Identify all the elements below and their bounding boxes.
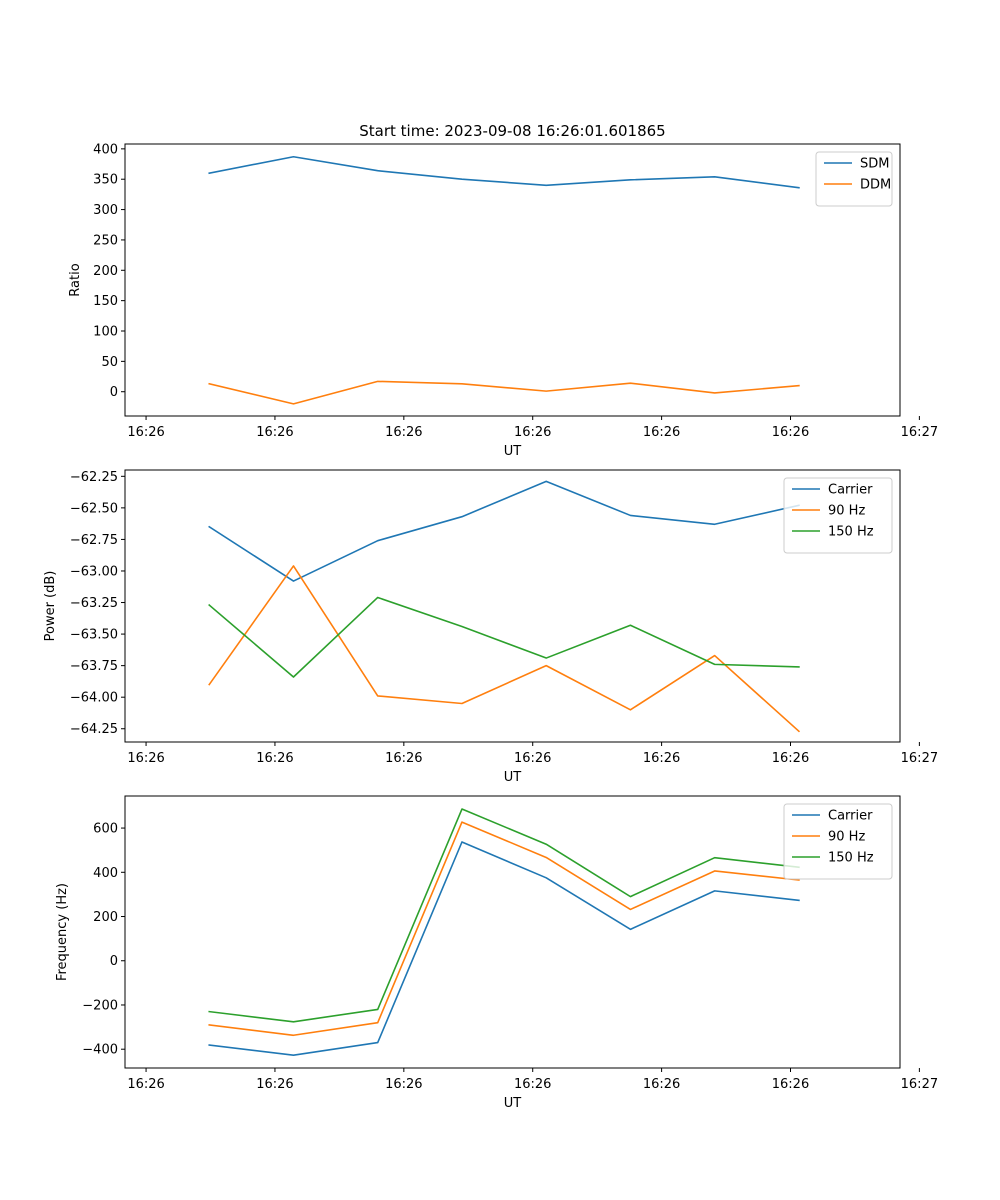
legend-box: [783, 803, 893, 880]
y-tick-label: 200: [93, 264, 118, 279]
legend-label: Carrier: [828, 483, 873, 498]
x-tick-label: 16:26: [385, 1077, 422, 1092]
series-line-carrier: [208, 841, 800, 1056]
y-tick-label: −64.00: [70, 691, 118, 706]
x-tick-label: 16:27: [901, 1077, 938, 1092]
y-tick-label: −200: [82, 998, 118, 1013]
y-tick-label: 50: [101, 355, 118, 370]
y-tick-label: 400: [93, 142, 118, 157]
y-tick-label: 600: [93, 822, 118, 837]
y-tick-label: 300: [93, 203, 118, 218]
series-group: [208, 480, 801, 733]
x-tick-label: 16:26: [514, 1077, 551, 1092]
legend-label: 90 Hz: [828, 504, 865, 519]
x-tick-label: 16:26: [256, 425, 293, 440]
y-axis-label: Ratio: [68, 263, 83, 296]
power-panel: Power (dB) UT −64.25−64.00−63.75−63.50−6…: [43, 469, 938, 785]
legend-label: 150 Hz: [828, 851, 874, 866]
series-line-150-hz: [208, 808, 800, 1023]
series-line-90-hz: [208, 821, 800, 1037]
y-tick-label: −64.25: [70, 722, 118, 737]
y-axis-ticks: −400 −200 0 200 400 600: [82, 822, 125, 1058]
plot-frame: [124, 469, 901, 743]
y-tick-label: −62.50: [70, 501, 118, 516]
x-tick-label: 16:26: [514, 425, 551, 440]
y-tick-label: 250: [93, 233, 118, 248]
legend: Carrier 90 Hz 150 Hz: [783, 477, 893, 554]
y-axis-ticks: 0 50 100 150 200 250 300 350 400: [93, 142, 125, 400]
x-tick-label: 16:26: [385, 751, 422, 766]
x-tick-label: 16:27: [901, 425, 938, 440]
x-axis-label: UT: [504, 1096, 522, 1111]
y-tick-label: 150: [93, 294, 118, 309]
x-tick-label: 16:26: [514, 751, 551, 766]
legend: SDM DDM: [815, 151, 893, 207]
x-tick-label: 16:26: [256, 1077, 293, 1092]
y-tick-label: −63.25: [70, 596, 118, 611]
x-tick-label: 16:26: [772, 1077, 809, 1092]
y-tick-label: 350: [93, 173, 118, 188]
x-tick-label: 16:26: [127, 425, 164, 440]
legend-label: Carrier: [828, 809, 873, 824]
x-tick-label: 16:26: [385, 425, 422, 440]
series-group: [208, 155, 800, 405]
y-tick-label: 0: [110, 385, 118, 400]
y-axis-ticks: −64.25 −64.00 −63.75 −63.50 −63.25 −63.00 −62.…: [70, 470, 125, 737]
series-group: [208, 808, 800, 1056]
y-tick-label: −62.25: [70, 470, 118, 485]
legend-box: [815, 151, 893, 207]
x-tick-label: 16:26: [127, 751, 164, 766]
x-axis-ticks: 16:26 16:26 16:26 16:26 16:26 16:26 16:27: [127, 1068, 938, 1092]
x-tick-label: 16:26: [772, 425, 809, 440]
legend-label: SDM: [860, 157, 889, 172]
legend-label: DDM: [860, 178, 891, 193]
x-axis-ticks: 16:26 16:26 16:26 16:26 16:26 16:26 16:27: [127, 416, 938, 440]
chart-title: Start time: 2023-09-08 16:26:01.601865: [359, 122, 665, 140]
plot-frame: [124, 795, 901, 1069]
series-line-150-hz: [208, 596, 800, 678]
x-tick-label: 16:26: [643, 425, 680, 440]
x-axis-ticks: 16:26 16:26 16:26 16:26 16:26 16:26 16:27: [127, 742, 938, 766]
x-tick-label: 16:27: [901, 751, 938, 766]
legend-label: 150 Hz: [828, 525, 874, 540]
frequency-panel: Frequency (Hz) UT −400 −200 0 200 400 600 16:…: [55, 795, 938, 1111]
series-line-sdm: [208, 155, 800, 189]
series-line-ddm: [208, 380, 800, 405]
y-tick-label: −63.50: [70, 628, 118, 643]
y-tick-label: 400: [93, 866, 118, 881]
x-tick-label: 16:26: [772, 751, 809, 766]
y-axis-label: Frequency (Hz): [55, 883, 70, 981]
y-axis-label: Power (dB): [43, 571, 58, 642]
y-tick-label: −63.00: [70, 564, 118, 579]
y-tick-label: −400: [82, 1043, 118, 1058]
plot-frame: [124, 143, 901, 417]
y-tick-label: 200: [93, 910, 118, 925]
legend-box: [783, 477, 893, 554]
x-axis-label: UT: [504, 444, 522, 459]
y-tick-label: −63.75: [70, 659, 118, 674]
ratio-panel: Start time: 2023-09-08 16:26:01.601865 R…: [68, 122, 938, 459]
x-tick-label: 16:26: [256, 751, 293, 766]
legend: Carrier 90 Hz 150 Hz: [783, 803, 893, 880]
legend-label: 90 Hz: [828, 830, 865, 845]
series-line-90-hz: [208, 565, 801, 733]
y-tick-label: 0: [110, 954, 118, 969]
x-tick-label: 16:26: [643, 751, 680, 766]
y-tick-label: −62.75: [70, 533, 118, 548]
x-tick-label: 16:26: [127, 1077, 164, 1092]
y-tick-label: 100: [93, 325, 118, 340]
x-axis-label: UT: [504, 770, 522, 785]
series-line-carrier: [208, 480, 800, 582]
x-tick-label: 16:26: [643, 1077, 680, 1092]
